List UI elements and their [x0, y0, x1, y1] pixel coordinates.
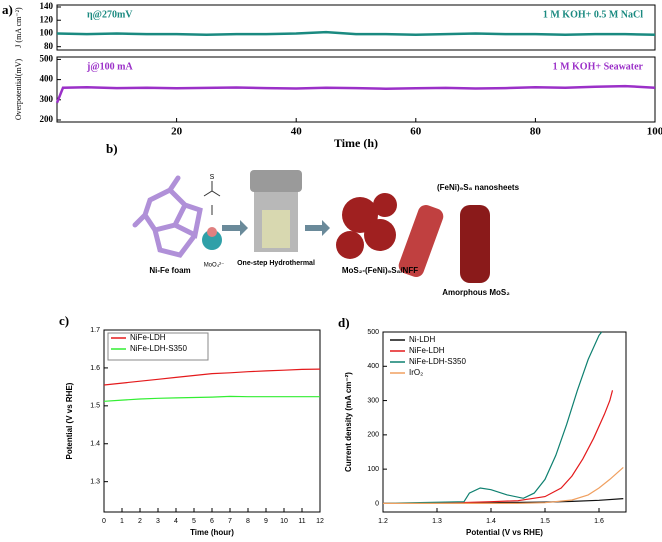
schematic: b) Ni-Fe foam S MoO₄²⁻ One-step Hydrothe… — [106, 141, 520, 297]
legend-label: IrO₂ — [409, 368, 423, 377]
x-tick-label: 8 — [246, 518, 250, 525]
y-tick-label: 200 — [40, 114, 54, 124]
reactor-lid — [250, 170, 302, 192]
nanowire — [460, 205, 490, 283]
x-tick-label: 1.3 — [432, 518, 442, 525]
x-axis-label: Potential (V vs RHE) — [466, 528, 543, 537]
y-tick-label: 500 — [40, 53, 54, 63]
y-tick-label: 400 — [40, 74, 54, 84]
x-tick-label: 1.5 — [540, 518, 550, 525]
y-tick-label: 1.6 — [90, 365, 100, 372]
x-tick-label: 12 — [316, 518, 324, 525]
foam-icon — [132, 175, 203, 258]
molecule — [202, 230, 222, 250]
y-tick-label: 1.4 — [90, 441, 100, 448]
x-axis-label: Time (hour) — [190, 528, 234, 537]
molecule — [207, 227, 217, 237]
plot-frame — [56, 4, 656, 51]
x-tick-label: 3 — [156, 518, 160, 525]
legend-label: NiFe-LDH — [409, 346, 445, 355]
plot-frame — [382, 331, 627, 513]
chart: 200 300 400 500 20 40 60 80 100 Time (h) Overpoten… — [14, 53, 662, 149]
x-tick-label: 1.2 — [378, 518, 388, 525]
panel-label: d) — [338, 315, 350, 330]
label: MoO₄²⁻ — [204, 263, 225, 269]
label: One-step Hydrothermal — [237, 260, 315, 267]
liner — [262, 210, 290, 248]
y-tick-label: 400 — [367, 363, 379, 370]
arrow — [203, 181, 221, 215]
y-tick-label: 200 — [367, 432, 379, 439]
x-tick-label: 40 — [291, 126, 303, 138]
label: Amorphous MoS₂ — [442, 288, 510, 297]
nanowire — [398, 204, 444, 278]
x-tick-label: 60 — [410, 126, 422, 138]
x-tick-label: 1.4 — [486, 518, 496, 525]
y-tick-label: 100 — [367, 466, 379, 473]
legend-label: NiFe-LDH — [130, 333, 166, 342]
series-line — [56, 30, 656, 37]
x-tick-label: 4 — [174, 518, 178, 525]
legend-label: NiFe-LDH-S350 — [409, 357, 466, 366]
y-tick-label: 300 — [40, 94, 54, 104]
x-tick-label: 20 — [171, 126, 183, 138]
y-tick-label: 0 — [375, 500, 379, 507]
label: MoS₂-(FeNi)₉S₈/NFF — [342, 266, 418, 275]
arrow — [305, 220, 330, 236]
annotation: 1 M KOH+ 0.5 M NaCl — [543, 9, 643, 20]
x-tick-label: 2 — [138, 518, 142, 525]
y-axis-label: J (mA cm⁻²) — [14, 7, 23, 48]
series-line — [383, 466, 624, 504]
x-tick-label: 100 — [647, 126, 662, 138]
y-axis-label: Overpotential(mV) — [14, 59, 23, 121]
thiourea: S — [210, 174, 215, 181]
legend-label: NiFe-LDH-S350 — [130, 344, 187, 353]
series-line — [383, 390, 614, 504]
x-tick-label: 1.6 — [594, 518, 604, 525]
x-tick-label: 11 — [298, 518, 305, 525]
x-tick-label: 1 — [120, 518, 124, 525]
y-axis-label: Current density (mA cm⁻²) — [344, 372, 353, 472]
panel-label: b) — [106, 141, 118, 156]
y-tick-label: 500 — [367, 329, 379, 336]
annotation: 1 M KOH+ Seawater — [553, 61, 644, 72]
y-tick-label: 100 — [40, 28, 54, 38]
y-tick-label: 120 — [40, 14, 54, 24]
y-tick-label: 1.5 — [90, 403, 100, 410]
y-axis-label: Potential (V vs RHE) — [65, 382, 74, 459]
label: (FeNi)₉S₈ nanosheets — [437, 183, 520, 192]
x-tick-label: 6 — [210, 518, 214, 525]
product-icon — [336, 193, 397, 259]
chart: a) 80 100 120 140 J (mA cm⁻²) η@270mV 1 M KOH+ … — [2, 1, 656, 51]
arrow — [222, 220, 248, 236]
series-line — [103, 368, 321, 386]
y-tick-label: 300 — [367, 397, 379, 404]
y-tick-label: 1.3 — [90, 479, 100, 486]
x-tick-label: 0 — [102, 518, 106, 525]
x-tick-label: 7 — [228, 518, 232, 525]
series-line — [103, 395, 320, 402]
plot-frame — [56, 56, 656, 123]
y-tick-label: 1.7 — [90, 327, 100, 334]
x-tick-label: 5 — [192, 518, 196, 525]
series-line — [55, 84, 656, 104]
panel-label: a) — [2, 2, 13, 17]
x-tick-label: 80 — [530, 126, 542, 138]
x-axis-label: Time (h) — [334, 136, 378, 150]
series-line — [382, 331, 603, 504]
annotation: j@100 mA — [86, 61, 133, 72]
chart: d) 0 100 200 300 400 500 1.2 1.3 1.4 1.5 1.6 Potenti… — [338, 315, 627, 537]
label: Ni-Fe foam — [149, 266, 190, 275]
legend-label: Ni-LDH — [409, 335, 435, 344]
x-tick-label: 9 — [264, 518, 268, 525]
annotation: η@270mV — [87, 9, 133, 20]
y-tick-label: 80 — [44, 41, 54, 51]
legend-box — [107, 332, 209, 361]
x-tick-label: 10 — [280, 518, 288, 525]
y-tick-label: 140 — [40, 1, 54, 11]
panel-label: c) — [59, 313, 69, 328]
